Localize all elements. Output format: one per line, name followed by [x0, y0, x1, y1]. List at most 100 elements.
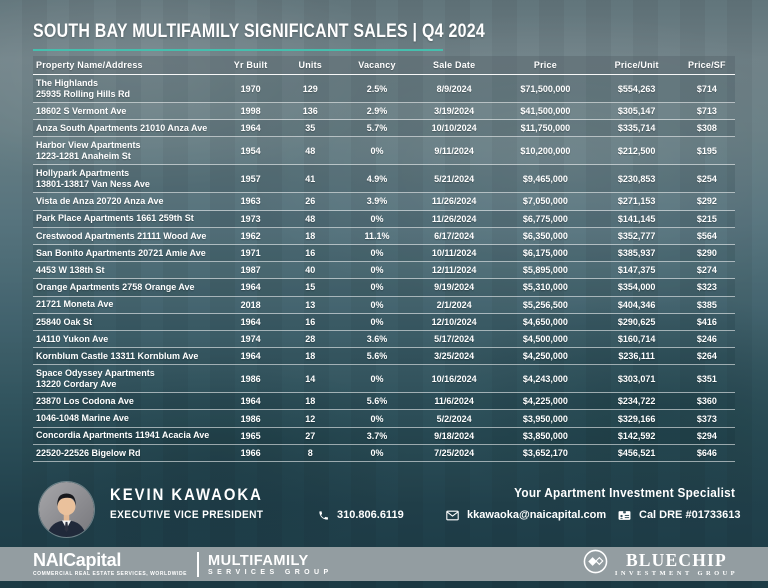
cell-vacancy: 4.9%	[366, 173, 388, 184]
nai-bold-text: NAI	[33, 550, 64, 571]
cell-yr_built: 1966	[240, 447, 261, 458]
services-group-text: SERVICES GROUP	[208, 568, 333, 576]
cell-units: 136	[302, 106, 318, 117]
cell-property: 23870 Los Codona Ave	[36, 396, 134, 407]
cell-price_sf: $351	[696, 373, 717, 384]
cell-property: Space Odyssey Apartments 13220 Cordary Av…	[36, 368, 155, 389]
email-contact[interactable]: kkawaoka@naicapital.com	[446, 509, 606, 521]
phone-contact[interactable]: 310.806.6119	[318, 509, 404, 521]
cell-price: $10,200,000	[520, 145, 571, 156]
cell-price_sf: $294	[696, 430, 717, 441]
cell-price: $5,310,000	[522, 282, 568, 293]
table-row: Crestwood Apartments 21111 Wood Ave 1962 1…	[33, 228, 735, 245]
cell-sale_date: 8/9/2024	[436, 83, 472, 94]
cell-price_unit: $404,346	[617, 299, 656, 310]
cell-price_unit: $290,625	[617, 316, 656, 327]
cell-property: Park Place Apartments 1661 259th St	[36, 213, 194, 224]
table-row: 22520-22526 Bigelow Rd 1966 8 0% 7/25/2024 $3…	[33, 445, 735, 462]
cell-sale_date: 10/11/2024	[431, 248, 477, 259]
cell-property: Vista de Anza 20720 Anza Ave	[36, 196, 164, 207]
bluechip-logo: BLUECHIP INVESTMENT GROUP	[583, 549, 738, 579]
cell-price_unit: $305,147	[617, 106, 656, 117]
cell-property: San Bonito Apartments 20721 Amie Ave	[36, 247, 206, 258]
cell-price_sf: $385	[696, 299, 717, 310]
page-title: SOUTH BAY MULTIFAMILY SIGNIFICANT SALES …	[33, 21, 485, 42]
agent-footer: KEVIN KAWAOKA EXECUTIVE VICE PRESIDENT Y…	[0, 478, 768, 544]
cell-vacancy: 3.7%	[366, 430, 388, 441]
cell-price: $7,050,000	[522, 196, 568, 207]
cell-vacancy: 2.9%	[366, 106, 388, 117]
cell-yr_built: 1973	[240, 213, 261, 224]
cell-sale_date: 5/17/2024	[434, 333, 475, 344]
cell-yr_built: 1964	[240, 282, 261, 293]
table-row: Harbor View Apartments 1223-1281 Anaheim …	[33, 137, 735, 166]
cell-yr_built: 1964	[240, 316, 261, 327]
cell-price_sf: $713	[696, 106, 717, 117]
sales-table: Property Name/Address Yr Built Units Vacanc…	[33, 56, 735, 462]
cell-yr_built: 1974	[240, 333, 261, 344]
table-row: 25840 Oak St 1964 16 0% 12/10/2024 $4,650,000…	[33, 313, 735, 331]
table-row: 21721 Moneta Ave 2018 13 0% 2/1/2024 $5,256,5…	[33, 297, 735, 314]
cell-vacancy: 0%	[370, 248, 384, 259]
table-row: Park Place Apartments 1661 259th St 1973 4…	[33, 210, 735, 228]
bluechip-text-block: BLUECHIP INVESTMENT GROUP	[615, 549, 738, 577]
bluechip-name: BLUECHIP	[625, 549, 727, 570]
cell-price_sf: $373	[696, 413, 717, 424]
cell-price: $6,350,000	[522, 230, 568, 241]
cell-price: $4,250,000	[522, 351, 568, 362]
nai-rest-text: Capital	[63, 550, 122, 571]
cell-yr_built: 2018	[240, 299, 261, 310]
cell-price_unit: $236,111	[618, 351, 655, 362]
cell-sale_date: 2/1/2024	[436, 299, 472, 310]
cell-vacancy: 0%	[370, 145, 384, 156]
cell-price_sf: $292	[696, 196, 717, 207]
column-header: Price/Unit	[614, 60, 659, 70]
cell-price_unit: $554,263	[617, 83, 656, 94]
cell-sale_date: 10/16/2024	[431, 373, 477, 384]
multifamily-text: MULTIFAMILY	[208, 551, 309, 569]
cell-price_unit: $271,153	[617, 196, 656, 207]
cell-units: 40	[305, 265, 316, 276]
cell-sale_date: 3/19/2024	[434, 106, 475, 117]
cell-property: 14110 Yukon Ave	[36, 333, 109, 344]
cell-yr_built: 1957	[240, 173, 261, 184]
cell-vacancy: 5.6%	[366, 351, 388, 362]
cell-price_sf: $323	[696, 282, 717, 293]
cell-vacancy: 0%	[370, 282, 384, 293]
table-row: Vista de Anza 20720 Anza Ave 1963 26 3.9% 11…	[33, 193, 735, 211]
cell-price_sf: $360	[696, 396, 717, 407]
cell-property: 4453 W 138th St	[36, 264, 105, 275]
cell-sale_date: 3/25/2024	[434, 351, 475, 362]
table-row: Space Odyssey Apartments 13220 Cordary Av…	[33, 365, 735, 394]
cell-price_unit: $303,071	[617, 373, 656, 384]
cell-price_sf: $290	[696, 248, 717, 259]
cell-vacancy: 0%	[370, 299, 384, 310]
cell-price_unit: $141,145	[617, 213, 656, 224]
cell-property: Hollypark Apartments 13801-13817 Van Ness…	[36, 168, 150, 189]
cell-price_unit: $212,500	[617, 145, 656, 156]
cell-units: 48	[305, 145, 316, 156]
cell-sale_date: 12/11/2024	[431, 265, 477, 276]
cell-sale_date: 5/2/2024	[436, 413, 472, 424]
cell-units: 14	[305, 373, 316, 384]
phone-icon	[318, 510, 329, 521]
cell-vacancy: 11.1%	[364, 230, 390, 241]
cell-property: 25840 Oak St	[36, 316, 93, 327]
cell-vacancy: 2.5%	[366, 83, 388, 94]
cell-price: $4,225,000	[522, 396, 568, 407]
title-underline	[33, 49, 443, 51]
cell-price_sf: $274	[696, 265, 717, 276]
agent-name: KEVIN KAWAOKA	[110, 486, 263, 504]
cell-price: $4,650,000	[522, 316, 568, 327]
brand-bar: NAICapital COMMERCIAL REAL ESTATE SERVIC…	[0, 547, 768, 581]
cell-yr_built: 1987	[240, 265, 261, 276]
title-block: SOUTH BAY MULTIFAMILY SIGNIFICANT SALES …	[33, 21, 571, 51]
license-number: Cal DRE #01733613	[639, 509, 741, 521]
cell-price_sf: $714	[696, 83, 717, 94]
cell-price: $4,243,000	[522, 373, 568, 384]
cell-yr_built: 1986	[240, 373, 261, 384]
cell-property: 18602 S Vermont Ave	[36, 105, 127, 116]
diamond-logo-icon	[583, 549, 608, 579]
cell-yr_built: 1964	[240, 123, 261, 134]
